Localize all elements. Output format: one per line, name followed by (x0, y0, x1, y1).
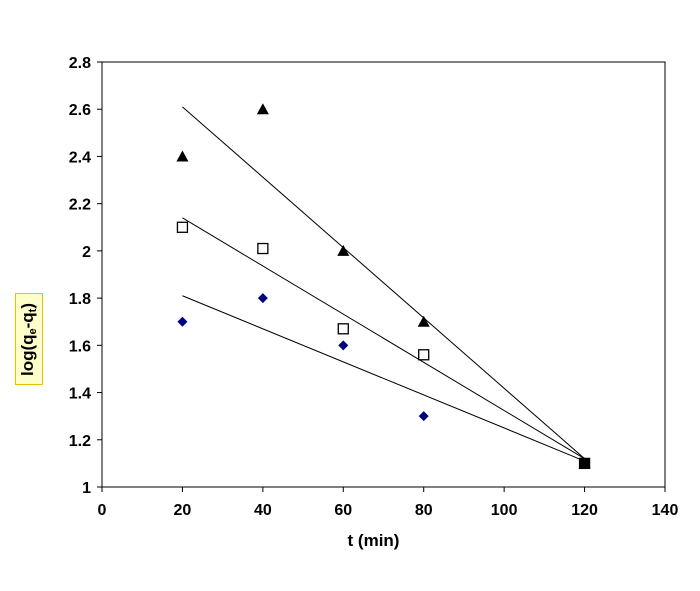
x-tick-label: 60 (334, 502, 352, 519)
y-tick-label: 2.4 (69, 149, 91, 166)
x-axis-title: t (min) (348, 531, 400, 550)
y-tick-label: 1.8 (69, 291, 91, 308)
y-tick-label: 2.2 (69, 197, 91, 214)
plot-area (101, 61, 666, 488)
point-triangle (417, 315, 430, 327)
point-square (176, 221, 189, 233)
point-triangle (337, 244, 350, 256)
point-diamond (257, 293, 268, 304)
point-overlap (579, 458, 590, 469)
point-diamond (418, 411, 429, 422)
x-tick-label: 80 (415, 502, 433, 519)
point-triangle (256, 103, 269, 115)
point-square (418, 349, 430, 361)
y-tick-label: 1.2 (69, 433, 91, 450)
point-diamond (177, 316, 188, 327)
y-tick-label: 2.6 (69, 102, 91, 119)
x-tick-label: 100 (491, 502, 518, 519)
trendline-diamonds (182, 295, 585, 462)
y-tick-label: 1.6 (69, 338, 91, 355)
y-axis-title: log(qe-qt) (15, 293, 43, 385)
x-tick-label: 140 (652, 502, 679, 519)
point-triangle (176, 150, 189, 162)
point-diamond (338, 340, 349, 351)
y-tick-label: 2 (82, 244, 91, 261)
point-square (257, 242, 269, 255)
y-tick-label: 1.4 (69, 386, 91, 403)
x-tick-label: 20 (174, 502, 192, 519)
x-tick-label: 120 (571, 502, 598, 519)
x-tick-label: 0 (98, 502, 107, 519)
x-tick-label: 40 (254, 502, 272, 519)
point-square (337, 323, 349, 335)
y-tick-label: 2.8 (69, 55, 91, 72)
y-tick-label: 1 (82, 480, 91, 497)
trendline-squares (182, 217, 585, 460)
trendline-triangles (182, 106, 585, 460)
